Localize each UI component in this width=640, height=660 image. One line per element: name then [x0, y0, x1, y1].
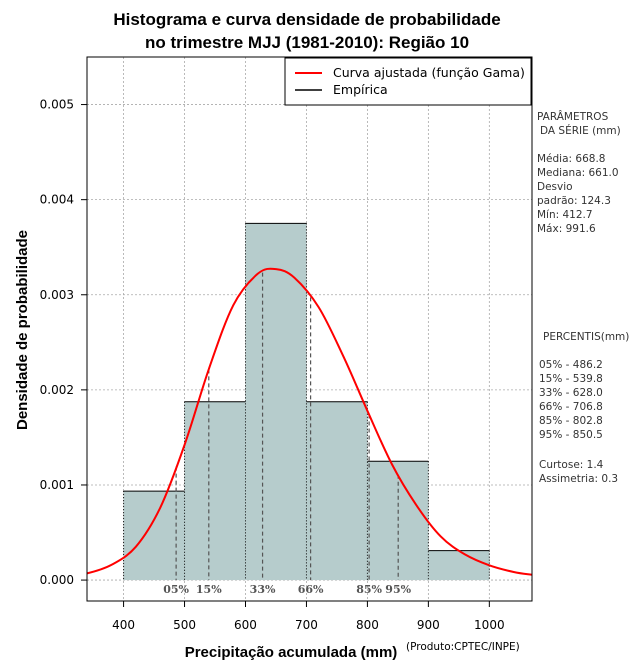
- percentile-label-15%: 15%: [196, 583, 222, 596]
- percentil-15: 15% - 539.8: [539, 373, 603, 385]
- histogram-bar-2: [245, 223, 307, 581]
- histogram-bar-1: [184, 401, 246, 581]
- y-tick-label-3: 0.003: [40, 288, 74, 302]
- y-axis-label: Densidade de probabilidade: [14, 230, 31, 430]
- percentil-85: 85% - 802.8: [539, 415, 603, 427]
- param-max: Máx: 991.6: [537, 223, 596, 235]
- param-mediana: Mediana: 661.0: [537, 167, 619, 179]
- percentile-label-85%: 85%: [356, 583, 382, 596]
- y-tick-label-0: 0.000: [40, 573, 74, 587]
- percentile-label-33%: 33%: [250, 583, 276, 596]
- chart-title-line-2: no trimestre MJJ (1981-2010): Região 10: [145, 33, 469, 52]
- y-tick-label-1: 0.001: [40, 478, 74, 492]
- chart-title-line-1: Histograma e curva densidade de probabil…: [113, 10, 500, 29]
- legend-box: [284, 57, 532, 106]
- y-tick-label-5: 0.005: [40, 98, 74, 112]
- fitted-gamma-curve: [87, 267, 532, 576]
- x-tick-label-400: 400: [112, 618, 135, 632]
- x-axis-label: Precipitação acumulada (mm): [185, 644, 398, 660]
- percentil-05: 05% - 486.2: [539, 359, 603, 371]
- legend-empirical-label: Empírica: [333, 82, 388, 97]
- credit-text: (Produto:CPTEC/INPE): [406, 641, 520, 653]
- histogram-bar-3: [306, 401, 368, 581]
- params-title-1: PARÂMETROS: [537, 110, 609, 123]
- x-tick-label-600: 600: [234, 618, 257, 632]
- y-tick-label-4: 0.004: [40, 193, 74, 207]
- y-tick-label-2: 0.002: [40, 383, 74, 397]
- assimetria-value: Assimetria: 0.3: [539, 473, 618, 485]
- percentiles-panel: PERCENTIS(mm) 05% - 486.2 15% - 539.8 33…: [539, 331, 629, 485]
- legend: Curva ajustada (função Gama) Empírica: [284, 57, 532, 106]
- histogram-bar-0: [123, 491, 185, 581]
- x-tick-label-500: 500: [173, 618, 196, 632]
- param-desvio-1: Desvio: [537, 181, 573, 193]
- x-tick-label-900: 900: [417, 618, 440, 632]
- plot-frame: [86, 56, 533, 602]
- x-tick-label-700: 700: [295, 618, 318, 632]
- params-title-2: DA SÉRIE (mm): [540, 124, 621, 137]
- percentile-label-95%: 95%: [385, 583, 411, 596]
- legend-curve-label: Curva ajustada (função Gama): [333, 65, 525, 80]
- series-parameters-panel: PARÂMETROS DA SÉRIE (mm) Média: 668.8 Me…: [537, 110, 621, 235]
- param-desvio-2: padrão: 124.3: [537, 195, 611, 207]
- percentil-33: 33% - 628.0: [539, 387, 603, 399]
- percentil-66: 66% - 706.8: [539, 401, 603, 413]
- percentil-95: 95% - 850.5: [539, 429, 603, 441]
- x-tick-label-800: 800: [356, 618, 379, 632]
- x-tick-label-1000: 1000: [474, 618, 505, 632]
- param-media: Média: 668.8: [537, 153, 605, 165]
- plot-area: 05% 15% 33% 66% 85% 95% 400 500 600 700 800 900 1000…: [40, 57, 532, 632]
- histogram-bar-5: [428, 550, 490, 581]
- percentile-label-66%: 66%: [298, 583, 324, 596]
- curtose-value: Curtose: 1.4: [539, 459, 604, 471]
- percentile-label-05%: 05%: [163, 583, 189, 596]
- param-min: Mín: 412.7: [537, 209, 593, 221]
- percentis-title: PERCENTIS(mm): [543, 331, 629, 343]
